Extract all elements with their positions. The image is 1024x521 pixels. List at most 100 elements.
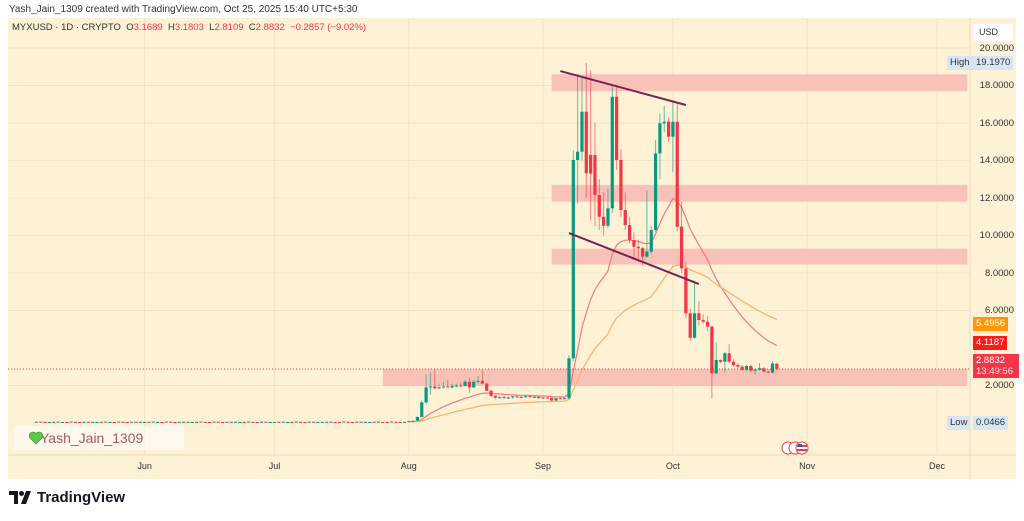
candle-body: [394, 421, 398, 423]
candle-body: [675, 121, 679, 227]
open-value: 3.1689: [133, 22, 163, 33]
candle-body: [597, 195, 601, 217]
brand-name: TradingView: [37, 489, 126, 506]
candle-body: [576, 151, 580, 160]
candle-body: [740, 366, 744, 370]
candle-body: [372, 421, 376, 423]
candle-body: [550, 397, 554, 401]
candle-body: [268, 421, 272, 423]
candle-body: [346, 421, 350, 423]
trendlines: [560, 70, 700, 285]
candle-body: [472, 381, 476, 388]
candle-body: [281, 421, 285, 423]
high-tag-value: 19.1970: [973, 56, 1014, 70]
candle-body: [199, 421, 203, 423]
events-flags-icon[interactable]: [781, 441, 809, 455]
candle-body: [636, 246, 640, 249]
candle-body: [563, 398, 567, 400]
candle-body: [134, 421, 138, 423]
price-tick-label: 12.0000: [979, 192, 1014, 204]
price-tick-label: 18.0000: [979, 80, 1014, 91]
candle-body: [528, 396, 532, 398]
candle-body: [459, 385, 463, 387]
candle-body: [718, 360, 723, 362]
candle-body: [701, 320, 705, 322]
ma-fast-price-tag: 4.1187: [973, 336, 1008, 350]
candle-body: [593, 155, 597, 195]
candle-body: [727, 353, 731, 362]
candle-body: [363, 421, 368, 423]
candle-body: [233, 421, 238, 423]
candle-body: [368, 421, 372, 423]
candle-body: [246, 421, 251, 423]
candle-body: [757, 368, 762, 370]
candle-body: [524, 396, 528, 398]
tradingview-logo-icon: [9, 491, 31, 504]
candle-body: [238, 422, 242, 424]
candle-body: [216, 421, 220, 423]
high-tag: High: [947, 56, 973, 70]
price-tick-label: 20.0000: [979, 42, 1014, 54]
tradingview-logo[interactable]: TradingView: [9, 489, 125, 506]
candle-body: [78, 422, 82, 424]
candle-body: [710, 326, 714, 374]
time-tick-label: Aug: [400, 461, 417, 471]
candle-body: [658, 123, 662, 154]
candle-body: [602, 216, 606, 226]
candle-body: [450, 385, 454, 388]
candle-body: [259, 421, 264, 423]
candle-body: [645, 251, 649, 257]
candle-body: [506, 397, 510, 399]
candle-body: [619, 159, 623, 210]
candle-body: [389, 421, 394, 423]
candle-body: [515, 396, 519, 398]
candle-body: [34, 421, 38, 423]
candle-body: [186, 421, 190, 423]
attribution-text: Yash_Jain_1309 created with TradingView.…: [9, 4, 358, 15]
candle-body: [316, 421, 320, 423]
candle-body: [99, 421, 103, 423]
candle-body: [117, 421, 121, 423]
candle-body: [398, 422, 402, 424]
candle-body: [190, 422, 194, 424]
price-tick-label: 10.0000: [979, 230, 1014, 241]
price-zone: [551, 248, 968, 265]
candle-body: [251, 421, 255, 423]
trendline: [560, 70, 687, 106]
candle-body: [220, 422, 225, 424]
candle-body: [649, 230, 653, 252]
candle-body: [714, 360, 718, 374]
currency-button[interactable]: USD: [973, 24, 1013, 41]
candle-body: [104, 421, 108, 423]
candle-body: [666, 121, 671, 137]
close-value: 2.8832: [255, 22, 285, 33]
time-tick-label: Dec: [929, 461, 946, 471]
candle-body: [277, 421, 281, 423]
candle-body: [290, 421, 294, 423]
candle-body: [303, 422, 307, 424]
candle-body: [571, 159, 575, 359]
candle-body: [736, 365, 740, 367]
candle-body: [285, 422, 290, 424]
candle-body: [723, 353, 727, 362]
price-zone: [382, 369, 968, 387]
candle-body: [381, 422, 385, 424]
candle-body: [532, 396, 536, 398]
candle-body: [182, 421, 186, 423]
candle-body: [615, 96, 619, 160]
candle-body: [138, 421, 142, 423]
candle-body: [610, 96, 614, 209]
chart-panel[interactable]: [8, 18, 1016, 479]
support-resistance-zones: [382, 74, 968, 387]
candle-body: [632, 240, 636, 247]
candle-body: [584, 111, 588, 174]
symbol-name: MYXUSD · 1D · CRYPTO: [12, 22, 121, 33]
price-tick-label: 6.0000: [984, 305, 1014, 316]
candle-body: [433, 386, 437, 389]
candle-body: [749, 366, 753, 371]
bar-countdown: 13:49:56: [976, 366, 1013, 377]
candle-body: [195, 421, 199, 423]
candle-body: [606, 208, 610, 226]
candle-body: [519, 396, 523, 398]
